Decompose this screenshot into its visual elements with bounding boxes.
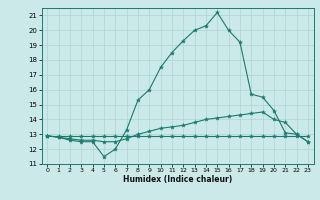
X-axis label: Humidex (Indice chaleur): Humidex (Indice chaleur) <box>123 175 232 184</box>
